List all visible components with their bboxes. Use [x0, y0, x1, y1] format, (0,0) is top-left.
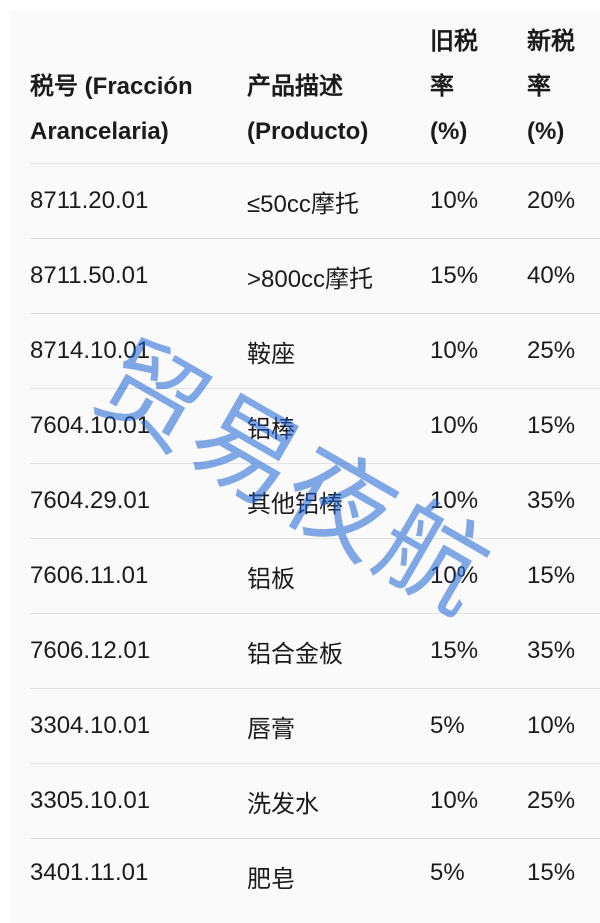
tariff-table-panel: 税号 (Fracción Arancelaria) 产品描述 (Producto… [10, 10, 600, 923]
header-old-rate: 旧税 率 (%) [430, 19, 527, 154]
table-row: 8711.50.01 >800cc摩托 15% 40% [30, 239, 600, 314]
product-cell: 铝合金板 [247, 640, 343, 668]
product-cell: 唇膏 [247, 715, 295, 743]
tariff-code-cell: 7604.10.01 [30, 412, 151, 439]
tariff-table: 税号 (Fracción Arancelaria) 产品描述 (Producto… [30, 10, 600, 923]
product-cell: 其他铝棒 [247, 490, 343, 518]
header-line: (%) [430, 118, 468, 145]
header-line: (%) [527, 118, 565, 145]
tariff-code-cell: 8711.50.01 [30, 262, 149, 289]
old-rate-cell: 10% [430, 487, 479, 514]
old-rate-cell: 10% [430, 187, 479, 214]
header-line: 率 [527, 73, 551, 100]
header-line: Arancelaria) [30, 118, 169, 145]
new-rate-cell: 20% [527, 187, 576, 214]
header-line: 旧税 [430, 28, 478, 55]
table-row: 7604.29.01 其他铝棒 10% 35% [30, 464, 600, 539]
product-cell: 铝板 [247, 565, 295, 593]
tariff-code-cell: 3304.10.01 [30, 712, 151, 739]
new-rate-cell: 10% [527, 712, 576, 739]
old-rate-cell: 10% [430, 412, 479, 439]
table-row: 7606.12.01 铝合金板 15% 35% [30, 614, 600, 689]
header-tariff-code: 税号 (Fracción Arancelaria) [30, 64, 247, 154]
header-line: 率 [430, 73, 454, 100]
tariff-code-cell: 3401.11.01 [30, 859, 149, 886]
table-row: 7604.10.01 铝棒 10% 15% [30, 389, 600, 464]
tariff-code-cell: 7606.12.01 [30, 637, 151, 664]
header-product: 产品描述 (Producto) [247, 64, 430, 154]
table-row: 8714.10.01 鞍座 10% 25% [30, 314, 600, 389]
product-cell: >800cc摩托 [247, 265, 374, 293]
tariff-code-cell: 3305.10.01 [30, 787, 151, 814]
table-row: 3305.10.01 洗发水 10% 25% [30, 764, 600, 839]
old-rate-cell: 5% [430, 859, 465, 886]
tariff-code-cell: 8714.10.01 [30, 337, 151, 364]
new-rate-cell: 15% [527, 859, 576, 886]
tariff-code-cell: 8711.20.01 [30, 187, 149, 214]
old-rate-cell: 10% [430, 337, 479, 364]
new-rate-cell: 35% [527, 637, 576, 664]
header-line: 税号 (Fracción [30, 73, 193, 100]
tariff-code-cell: 7604.29.01 [30, 487, 151, 514]
new-rate-cell: 25% [527, 787, 576, 814]
header-line: 产品描述 [247, 73, 343, 100]
old-rate-cell: 10% [430, 787, 479, 814]
header-new-rate: 新税 率 (%) [527, 19, 600, 154]
old-rate-cell: 5% [430, 712, 465, 739]
product-cell: 洗发水 [247, 790, 319, 818]
old-rate-cell: 10% [430, 562, 479, 589]
table-header-row: 税号 (Fracción Arancelaria) 产品描述 (Producto… [30, 10, 600, 164]
old-rate-cell: 15% [430, 637, 479, 664]
product-cell: 肥皂 [247, 866, 295, 893]
table-row: 7606.11.01 铝板 10% 15% [30, 539, 600, 614]
product-cell: 铝棒 [247, 415, 295, 443]
product-cell: ≤50cc摩托 [247, 190, 359, 218]
new-rate-cell: 15% [527, 412, 576, 439]
table-row: 3401.11.01 肥皂 5% 15% [30, 839, 600, 923]
old-rate-cell: 15% [430, 262, 479, 289]
header-line: 新税 [527, 28, 575, 55]
new-rate-cell: 40% [527, 262, 576, 289]
table-row: 3304.10.01 唇膏 5% 10% [30, 689, 600, 764]
new-rate-cell: 15% [527, 562, 576, 589]
new-rate-cell: 35% [527, 487, 576, 514]
product-cell: 鞍座 [247, 340, 295, 368]
tariff-code-cell: 7606.11.01 [30, 562, 149, 589]
header-line: (Producto) [247, 118, 369, 145]
new-rate-cell: 25% [527, 337, 576, 364]
table-row: 8711.20.01 ≤50cc摩托 10% 20% [30, 164, 600, 239]
